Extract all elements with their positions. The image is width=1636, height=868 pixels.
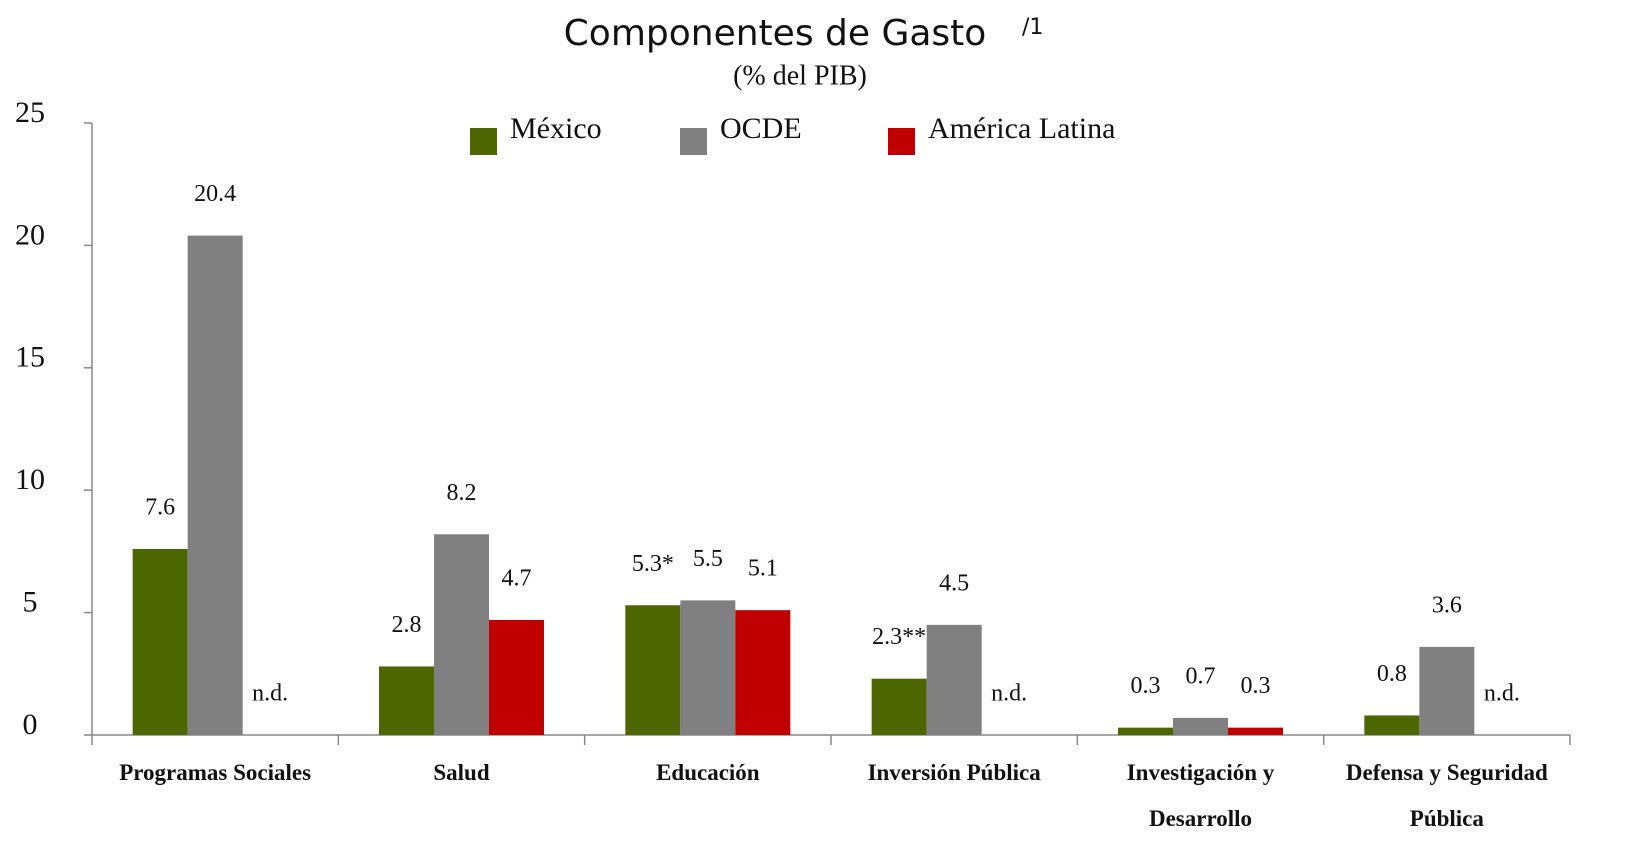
legend-swatch (888, 128, 915, 155)
data-label: n.d. (252, 681, 288, 707)
bar (625, 605, 681, 735)
y-tick-label: 15 (15, 341, 45, 374)
bar (680, 600, 736, 735)
bar (132, 548, 188, 735)
data-label: 5.5 (693, 546, 723, 572)
bar (489, 619, 544, 735)
y-tick-label: 20 (15, 218, 45, 251)
legend-swatch (680, 128, 707, 155)
legend-label: América Latina (928, 112, 1115, 145)
bar (1364, 715, 1420, 735)
bar (379, 666, 434, 735)
y-tick-label: 5 (23, 585, 38, 618)
chart-subtitle: (% del PIB) (733, 60, 867, 91)
legend-swatch (470, 128, 497, 155)
bar (1419, 646, 1475, 735)
x-tick-label: Educación (656, 760, 760, 785)
data-label: 20.4 (194, 181, 236, 207)
data-label: 4.7 (502, 565, 532, 591)
x-tick-label: Inversión Pública (867, 760, 1041, 785)
x-tick-label: Investigación y Desarrollo (1126, 760, 1275, 831)
bar (871, 678, 927, 735)
bar (926, 624, 982, 735)
data-label: n.d. (991, 681, 1027, 707)
bar (1228, 727, 1283, 735)
data-label: 5.3* (632, 551, 674, 577)
y-tick-label: 25 (15, 96, 45, 129)
y-tick-label: 0 (23, 708, 38, 741)
data-label: 2.8 (392, 612, 422, 638)
data-label: 4.5 (939, 570, 969, 596)
data-label: 0.3 (1241, 673, 1271, 699)
data-label: 8.2 (447, 480, 477, 506)
x-tick-label: Programas Sociales (119, 760, 312, 785)
title-note: /1 (1022, 15, 1043, 40)
x-tick-label: Defensa y Seguridad Pública (1345, 760, 1548, 831)
y-tick-label: 10 (15, 463, 45, 496)
bar (1118, 727, 1173, 735)
bar (735, 610, 791, 735)
bar (434, 534, 489, 735)
data-label: 5.1 (748, 556, 778, 582)
bar (1173, 717, 1228, 735)
data-label: 0.7 (1186, 663, 1216, 689)
data-label: 0.3 (1131, 673, 1161, 699)
data-label: 3.6 (1432, 592, 1462, 618)
data-label: 0.8 (1377, 661, 1407, 687)
chart-title: Componentes de Gasto (564, 13, 987, 54)
legend-label: OCDE (720, 112, 802, 145)
bar (187, 235, 243, 735)
data-label: 2.3** (872, 624, 926, 650)
data-label: 7.6 (145, 494, 175, 520)
x-tick-label: Salud (433, 760, 490, 785)
legend-label: México (510, 112, 602, 145)
data-label: n.d. (1484, 681, 1520, 707)
